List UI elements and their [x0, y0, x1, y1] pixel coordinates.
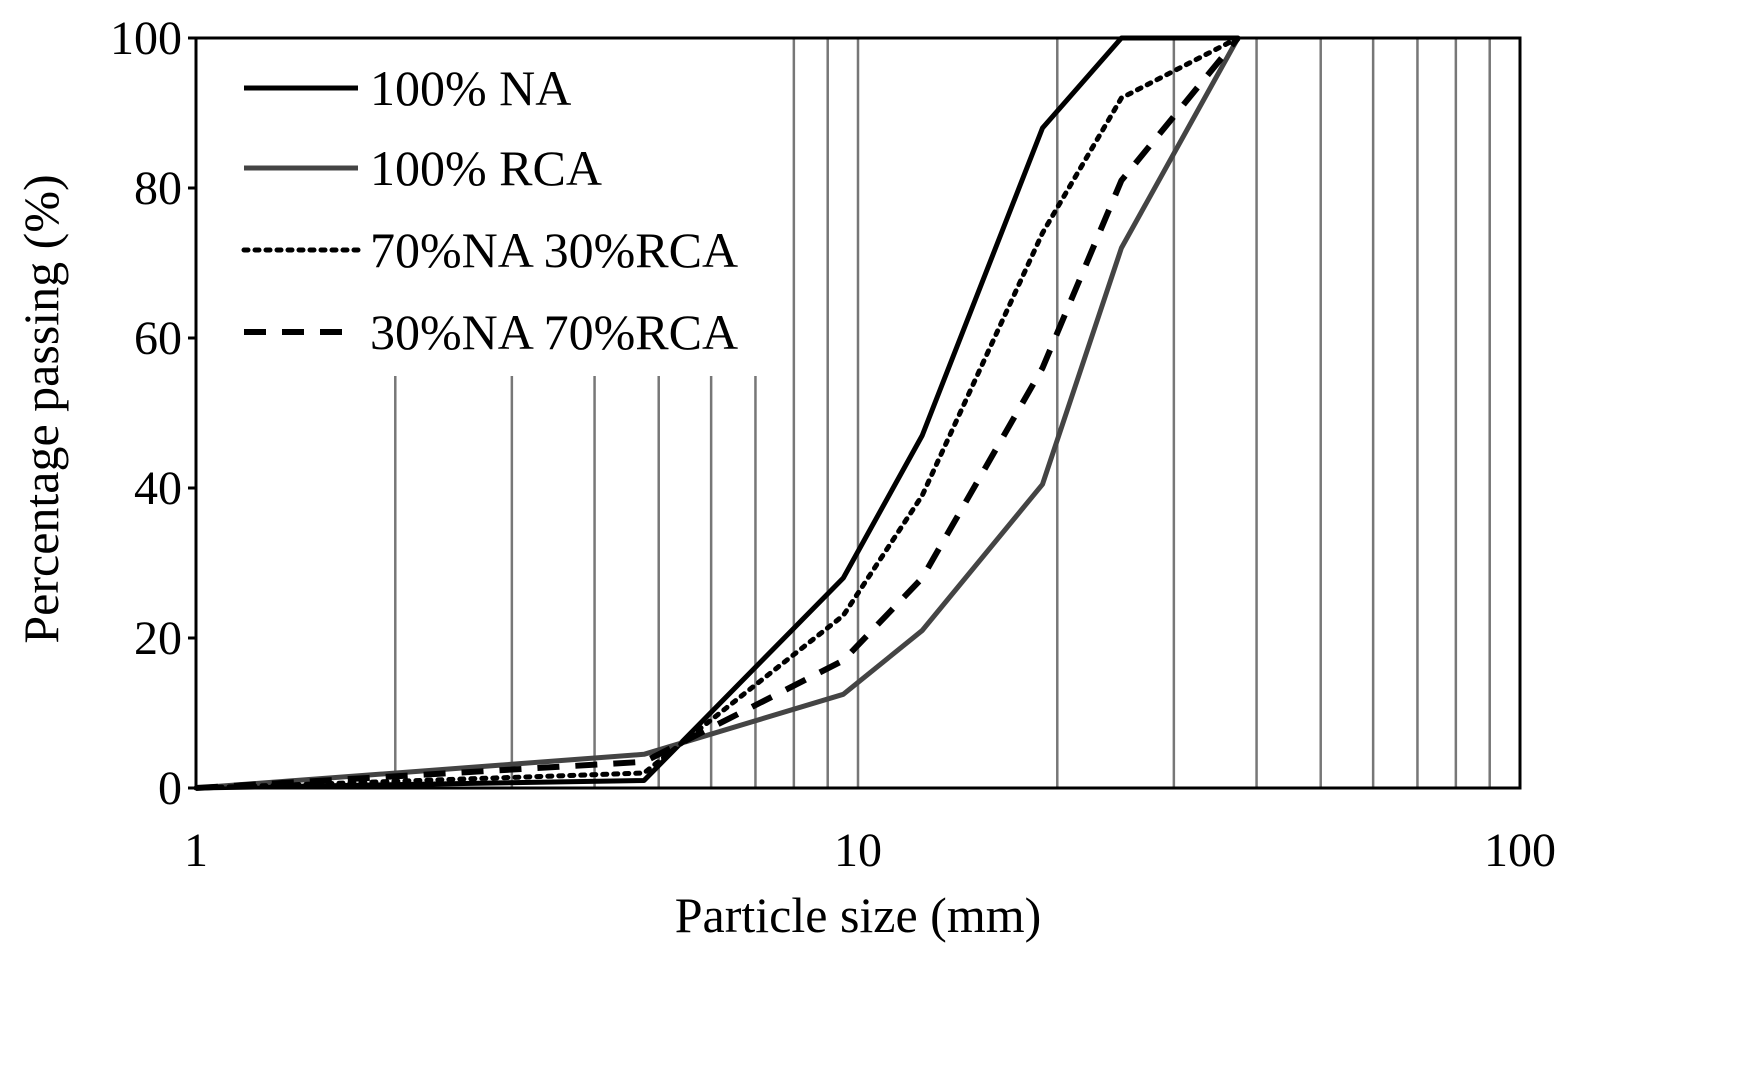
y-tick-label-0: 0: [158, 762, 182, 815]
plot-frame: [194, 36, 1522, 790]
y-tick-label-80: 80: [134, 162, 182, 215]
legend-label-3: 70%NA 30%RCA: [370, 222, 738, 278]
series-line-3: [193, 35, 1241, 791]
y-tick-label-20: 20: [134, 612, 182, 665]
legend-label-2: 100% RCA: [370, 140, 602, 196]
x-tick-label-100: 100: [1484, 824, 1556, 877]
grid-lines: [394, 38, 1491, 788]
legend: 100% NA 100% RCA 70%NA 30%RCA 30%NA 70%RCA: [241, 60, 738, 360]
x-tick-label-10: 10: [834, 824, 882, 877]
legend-label-1: 100% NA: [370, 60, 571, 116]
y-tick-label-60: 60: [134, 312, 182, 365]
y-tick-label-40: 40: [134, 462, 182, 515]
legend-label-4: 30%NA 70%RCA: [370, 304, 738, 360]
x-axis-title: Particle size (mm): [675, 887, 1042, 943]
axis-ticks: 0 20 40 60 80 100 1 10 100: [110, 12, 1556, 877]
series-line-4: [195, 36, 1241, 791]
series-line-2: [195, 36, 1241, 791]
y-axis-title: Percentage passing (%): [13, 174, 69, 643]
series-line-1: [195, 35, 1238, 791]
x-tick-label-1: 1: [184, 824, 208, 877]
data-series: [193, 35, 1241, 791]
y-tick-label-100: 100: [110, 12, 182, 65]
